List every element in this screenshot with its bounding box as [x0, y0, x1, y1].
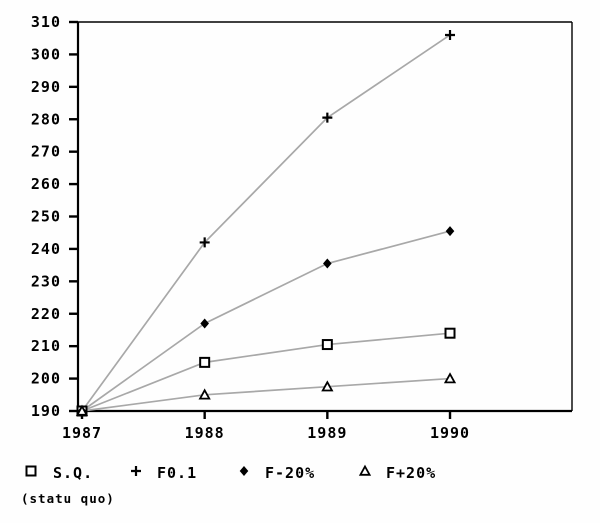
triangle-marker-icon — [443, 372, 457, 384]
diamond-marker-icon — [239, 466, 249, 476]
triangle-marker-icon — [75, 404, 89, 416]
y-tick-label: 190 — [31, 402, 61, 420]
legend-label-f01: F0.1 — [157, 464, 198, 482]
line-chart-plot: 1902002102202302402502602702802903003101… — [31, 13, 573, 442]
plus-marker-icon — [445, 29, 456, 40]
plus-marker-icon — [322, 112, 333, 123]
y-tick-label: 290 — [31, 78, 61, 96]
plus-marker-icon — [131, 466, 141, 476]
legend-footnote: (statu quo) — [21, 491, 115, 506]
y-tick-label: 300 — [31, 45, 61, 63]
triangle-marker-icon — [358, 464, 372, 476]
legend-item-fminus20: F-20% — [236, 464, 315, 482]
y-tick-label: 240 — [31, 240, 61, 258]
y-tick-label: 260 — [31, 175, 61, 193]
square-marker-icon — [321, 339, 333, 351]
series-F+20% — [81, 377, 451, 412]
square-marker-icon — [444, 327, 456, 339]
x-tick-label: 1987 — [62, 424, 102, 442]
square-marker-icon — [25, 465, 37, 477]
series-markers-F+20% — [75, 372, 457, 416]
triangle-marker-icon — [357, 463, 373, 483]
y-tick-label: 270 — [31, 143, 61, 161]
plus-marker-icon — [199, 237, 210, 248]
series-markers-F-20% — [77, 226, 455, 416]
series-line — [81, 377, 451, 412]
y-tick-label: 310 — [31, 13, 61, 31]
axis-lines — [76, 22, 572, 413]
y-tick-label: 210 — [31, 337, 61, 355]
series-line — [81, 230, 451, 412]
square-marker-icon — [23, 463, 39, 483]
diamond-marker-icon — [200, 318, 209, 329]
plus-marker-icon — [128, 463, 144, 483]
diamond-marker-icon — [445, 226, 455, 237]
y-tick-label: 250 — [31, 208, 61, 226]
diamond-marker-icon — [236, 463, 252, 483]
plot-border — [78, 21, 573, 411]
y-tick-label: 230 — [31, 272, 61, 290]
x-tick-label: 1988 — [185, 424, 225, 442]
legend-item-f01: F0.1 — [128, 464, 197, 482]
legend-label-sq: S.Q. — [53, 464, 94, 482]
square-marker-icon — [199, 356, 211, 368]
legend-item-fplus20: F+20% — [357, 464, 436, 482]
x-tick-label: 1990 — [430, 424, 470, 442]
series-markers-F0.1 — [77, 29, 456, 416]
x-axis: 1987 1988 1989 1990 — [62, 411, 470, 442]
triangle-marker-icon — [198, 388, 211, 400]
legend-label-fminus20: F-20% — [265, 464, 316, 482]
legend-label-fplus20: F+20% — [386, 464, 437, 482]
y-tick-label: 280 — [31, 110, 61, 128]
series-line — [81, 34, 451, 412]
x-tick-label: 1989 — [307, 424, 347, 442]
series-S.Q. — [81, 332, 451, 412]
diamond-marker-icon — [323, 258, 332, 269]
y-axis: 190 200 210 220 230 240 250 260 270 280 290 300 310 — [31, 13, 78, 420]
series-line — [81, 332, 451, 412]
series-markers-S.Q. — [76, 327, 456, 417]
legend-item-sq: S.Q. — [23, 464, 93, 482]
plot-frame — [76, 21, 573, 413]
triangle-marker-icon — [321, 380, 334, 392]
series-F0.1 — [81, 34, 451, 412]
y-tick-label: 200 — [31, 370, 61, 388]
series-F-20% — [81, 230, 451, 412]
y-tick-label: 220 — [31, 305, 61, 323]
